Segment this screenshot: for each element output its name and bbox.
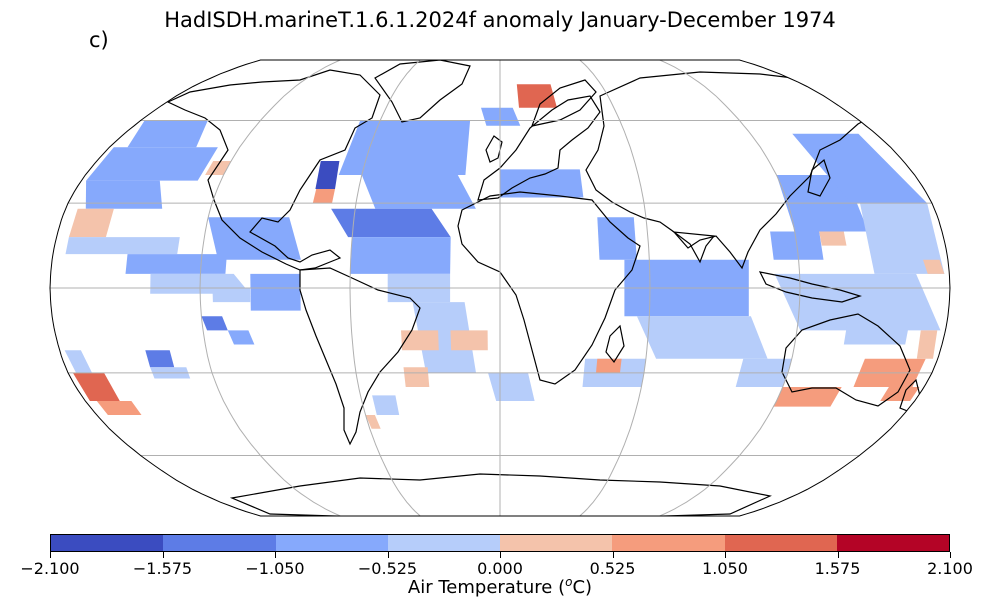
- colorbar-tick: [50, 552, 51, 558]
- colorbar-segment: [163, 535, 276, 551]
- colorbar-tick-label: −0.525: [357, 559, 418, 578]
- colorbar-tick: [725, 552, 726, 558]
- anomaly-cell: [331, 208, 451, 238]
- anomaly-cell: [401, 330, 439, 351]
- colorbar-segment: [275, 535, 388, 551]
- graticule: [50, 59, 950, 517]
- anomaly-cell: [516, 84, 557, 108]
- colorbar-tick: [500, 552, 501, 558]
- anomaly-cell: [96, 401, 142, 415]
- colorbar-tick: [837, 552, 839, 558]
- coastline-north-america: [166, 69, 381, 271]
- anomaly-cell: [923, 259, 945, 274]
- colorbar-tick-label: 0.000: [477, 559, 523, 578]
- coastline-greenland: [374, 60, 471, 123]
- anomaly-map: [49, 59, 951, 517]
- anomaly-cell: [636, 316, 768, 359]
- anomaly-cell: [860, 203, 945, 274]
- anomaly-cell: [792, 133, 928, 204]
- anomaly-cell: [85, 180, 163, 209]
- anomaly-cell: [250, 273, 301, 311]
- colorbar-segment: [612, 535, 725, 551]
- coastline-japan: [807, 158, 831, 197]
- anomaly-cell: [145, 350, 175, 368]
- colorbar-segment: [387, 535, 500, 551]
- panel-label: c): [89, 28, 109, 52]
- colorbar-tick-label: −1.575: [132, 559, 193, 578]
- coastline-australia: [781, 313, 911, 407]
- anomaly-cell: [125, 254, 227, 274]
- anomaly-cell: [315, 161, 340, 189]
- anomaly-cell: [208, 217, 301, 260]
- anomaly-cell: [450, 330, 488, 351]
- colorbar: [50, 534, 950, 552]
- anomaly-cell: [916, 330, 938, 359]
- colorbar-label-prefix: Air Temperature (: [407, 577, 566, 598]
- colorbar-label-degree: o: [565, 575, 573, 589]
- colorbar-tick-label: 1.050: [702, 559, 748, 578]
- colorbar-tick-label: 2.100: [927, 559, 973, 578]
- colorbar-tick: [612, 552, 614, 558]
- anomaly-cell: [773, 387, 842, 407]
- anomaly-cell: [312, 189, 335, 204]
- coastline-south-america: [299, 267, 421, 446]
- anomaly-cell: [205, 161, 232, 175]
- colorbar-segment: [51, 535, 164, 551]
- colorbar-label: Air Temperature (oC): [0, 575, 1000, 598]
- coastline-antarctica: [229, 473, 772, 516]
- anomaly-cell: [843, 316, 911, 345]
- anomaly-cell: [365, 415, 381, 429]
- anomaly-cell: [72, 372, 120, 401]
- colorbar-tick-label: −1.050: [245, 559, 305, 578]
- anomaly-cell: [488, 372, 535, 401]
- anomaly-cell: [338, 120, 471, 175]
- anomaly-cell: [227, 330, 255, 345]
- colorbar-tick-label: −2.100: [20, 559, 80, 578]
- anomaly-cell: [361, 175, 476, 209]
- anomaly-cell: [64, 350, 92, 373]
- colorbar-tick-label: 1.575: [814, 559, 861, 578]
- colorbar-segment: [724, 535, 837, 551]
- colorbar-tick: [950, 552, 951, 558]
- coastline-africa: [457, 191, 641, 385]
- map-title: HadISDH.marineT.1.6.1.2024f anomaly Janu…: [164, 8, 836, 32]
- coastline-madagascar: [605, 324, 625, 364]
- anomaly-cell: [68, 208, 114, 238]
- anomaly-cell: [372, 395, 400, 415]
- globe-outline: [49, 59, 951, 517]
- colorbar-segment: [500, 535, 613, 551]
- colorbar-tick: [387, 552, 389, 558]
- anomaly-cell: [201, 316, 228, 331]
- anomaly-cell: [127, 120, 208, 148]
- coastline-scandinavia: [531, 79, 597, 127]
- anomaly-cell: [350, 237, 451, 274]
- anomaly-cell: [597, 217, 637, 260]
- anomaly-cell: [86, 147, 218, 181]
- anomaly-cells: [64, 84, 945, 429]
- anomaly-cell: [403, 367, 430, 387]
- anomaly-cell: [819, 231, 847, 246]
- coastline-europe: [477, 95, 601, 201]
- colorbar-tick-label: 0.525: [589, 559, 636, 578]
- anomaly-cell: [481, 107, 521, 126]
- coastline-india: [671, 231, 716, 264]
- colorbar-tick: [275, 552, 276, 558]
- colorbar-tick: [162, 552, 164, 558]
- anomaly-cell: [500, 169, 584, 198]
- anomaly-cell: [212, 288, 251, 303]
- colorbar-label-suffix: C): [572, 577, 593, 598]
- anomaly-cell: [65, 237, 180, 255]
- anomaly-cell: [596, 358, 622, 373]
- colorbar-segment: [836, 535, 949, 551]
- anomaly-cell: [412, 302, 476, 373]
